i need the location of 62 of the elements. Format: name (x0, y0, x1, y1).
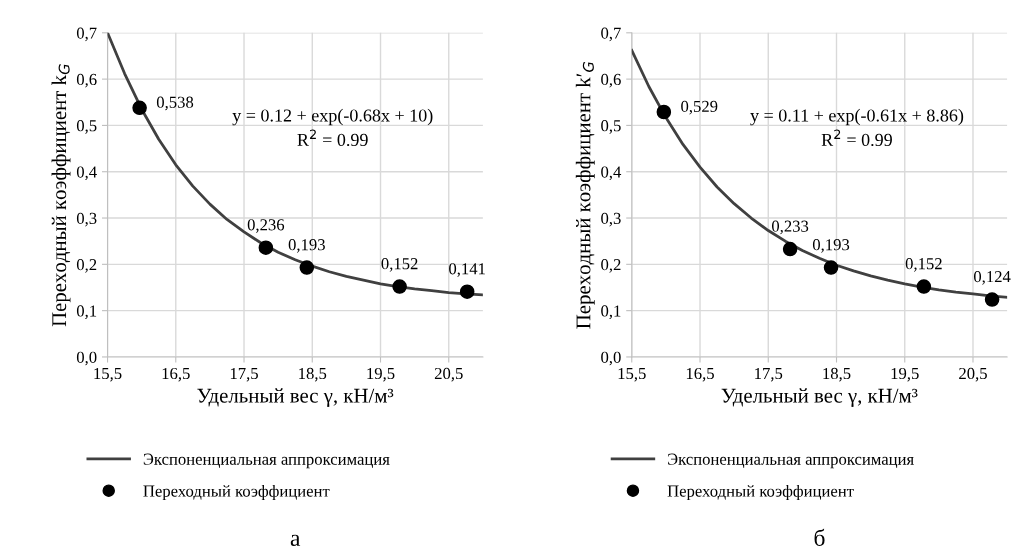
point (299, 260, 315, 275)
point (916, 279, 932, 294)
y-tick-label: 0,6 (601, 73, 621, 88)
y-tick-label: 0,1 (76, 305, 97, 319)
y-tick-label: 0,7 (76, 27, 97, 42)
y-tick-label: 0,3 (76, 212, 97, 227)
annotation: y = 0.11 + exp(-0.61x + 8.86) (750, 108, 964, 126)
y-tick-label: 0,5 (601, 120, 621, 134)
data-label: 0,529 (681, 100, 718, 115)
x-axis-title: Удельный вес γ, кН/м³ (197, 388, 394, 407)
annotation: R$^{2}$ = 0.99 (297, 129, 368, 147)
x-tick-label: 15,5 (94, 367, 122, 382)
x-tick-label: 18,5 (299, 367, 327, 382)
point (656, 104, 672, 120)
data-label: 0,152 (381, 258, 418, 272)
legend-label: Переходный коэффициент (143, 484, 330, 501)
y-tick-label: 0,3 (601, 212, 621, 227)
x-tick-label: 19,5 (891, 367, 919, 382)
data-label: 0,538 (156, 96, 194, 111)
legend-label: Переходный коэффициент (667, 484, 854, 501)
data-label: 0,152 (905, 258, 942, 272)
y-tick-label: 0,1 (601, 305, 621, 319)
legend-label: Экспоненциальная аппроксимация (143, 453, 390, 469)
data-label: 0,193 (812, 239, 850, 253)
data-label: 0,236 (247, 219, 285, 233)
x-tick-label: 19,5 (367, 367, 395, 382)
y-tick-label: 0,0 (76, 351, 97, 366)
point (132, 100, 147, 116)
x-tick-label: 16,5 (162, 367, 190, 382)
y-tick-label: 0,5 (76, 120, 97, 134)
y-tick-label: 0,4 (76, 166, 97, 181)
y-axis-title: Переходный коэффициент k′$_{G}$ (575, 61, 595, 329)
point (984, 292, 1000, 307)
y-tick-label: 0,4 (601, 166, 622, 181)
data-label: 0,141 (449, 263, 485, 277)
text: а (290, 534, 301, 547)
x-tick-label: 16,5 (686, 367, 714, 382)
x-tick-label: 20,5 (434, 367, 463, 382)
y-axis-title: Переходный коэффициент k$_{G}$ (51, 64, 71, 327)
data-label: 0,124 (973, 271, 1011, 285)
x-tick-label: 17,5 (755, 367, 783, 382)
y-tick-label: 0,7 (601, 27, 621, 42)
annotation: R$^{2}$ = 0.99 (821, 129, 892, 147)
x-tick-label: 18,5 (823, 367, 851, 382)
data-label: 0,233 (771, 220, 809, 235)
point (392, 279, 407, 294)
x-axis-title: Удельный вес γ, кН/м³ (721, 388, 918, 407)
x-tick-label: 17,5 (230, 367, 258, 382)
x-tick-label: 15,5 (618, 367, 646, 382)
point (782, 241, 798, 257)
point (459, 284, 475, 299)
data-label: 0,193 (288, 239, 325, 253)
annotation: y = 0.12 + exp(-0.68x + 10) (232, 108, 433, 126)
point (258, 240, 274, 255)
text: б (814, 528, 825, 547)
legend-label: Экспоненциальная аппроксимация (668, 453, 914, 469)
y-tick-label: 0,2 (601, 259, 621, 273)
y-tick-label: 0,2 (76, 259, 97, 273)
point (823, 260, 839, 275)
x-tick-label: 20,5 (959, 367, 987, 382)
y-tick-label: 0,6 (76, 73, 97, 88)
y-tick-label: 0,0 (601, 351, 621, 366)
